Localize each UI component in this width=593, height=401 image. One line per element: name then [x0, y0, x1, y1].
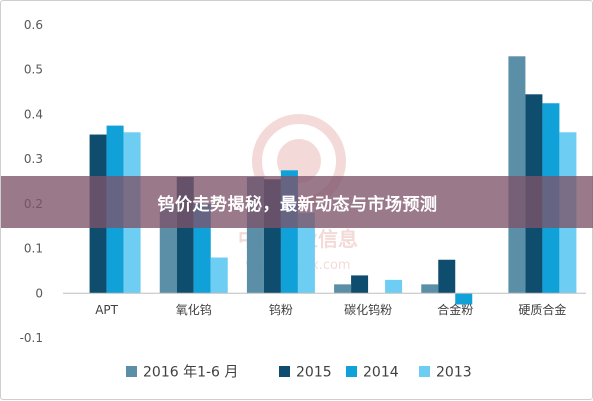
- bar: [385, 279, 403, 294]
- bar: [351, 275, 369, 294]
- x-tick-label: 合金粉: [437, 302, 473, 317]
- legend-swatch: [346, 366, 357, 377]
- legend-label: 2013: [436, 365, 472, 381]
- title-banner: 钨价走势揭秘，最新动态与市场预测: [1, 176, 593, 228]
- x-tick-label: 碳化钨粉: [344, 302, 392, 317]
- y-tick-label: 0.5: [24, 63, 43, 77]
- bar: [508, 56, 526, 294]
- legend-swatch: [419, 366, 430, 377]
- banner-title: 钨价走势揭秘，最新动态与市场预测: [157, 194, 438, 215]
- bar: [210, 257, 228, 294]
- x-tick-label: 氧化钨: [176, 302, 212, 317]
- y-tick-label: 0.3: [24, 152, 43, 166]
- legend-swatch: [279, 366, 290, 377]
- bar: [455, 293, 473, 305]
- legend: 2016 年1-6 月 2015 2014 2013: [126, 365, 472, 381]
- legend-label: 2015: [296, 365, 332, 381]
- bar: [334, 284, 352, 294]
- bar: [438, 259, 456, 294]
- y-axis: 0.60.50.40.30.20.10-0.1: [20, 18, 43, 345]
- legend-label: 2016 年1-6 月: [143, 365, 238, 381]
- bar: [297, 212, 315, 294]
- y-tick-label: 0: [35, 286, 43, 300]
- legend-label: 2014: [363, 365, 399, 381]
- x-axis: APT 氧化钨 钨粉 碳化钨粉 合金粉 硬质合金: [95, 302, 566, 317]
- y-tick-label: 0.1: [24, 242, 43, 256]
- bar: [421, 284, 439, 294]
- legend-swatch: [126, 366, 137, 377]
- y-tick-label: -0.1: [20, 331, 43, 345]
- x-tick-label: 钨粉: [269, 302, 293, 317]
- y-tick-label: 0.4: [24, 107, 43, 121]
- x-tick-label: APT: [95, 303, 118, 317]
- x-tick-label: 硬质合金: [518, 302, 566, 317]
- y-tick-label: 0.6: [24, 18, 43, 32]
